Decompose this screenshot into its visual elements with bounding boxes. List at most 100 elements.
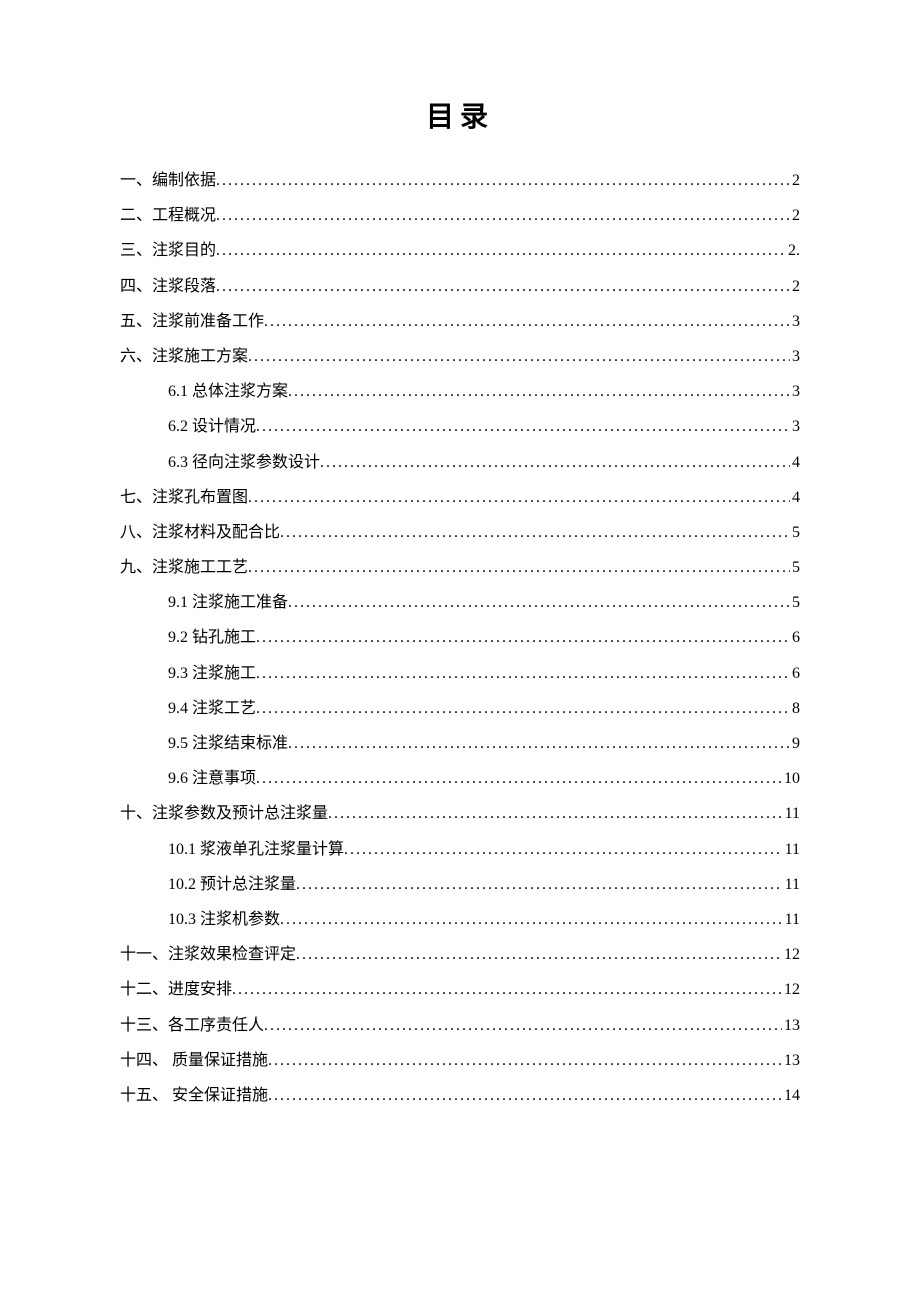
toc-entry-page: 5 [790, 550, 800, 585]
toc-entry-label: 9.4 注浆工艺 [168, 691, 256, 726]
toc-entry-page: 13 [782, 1008, 800, 1043]
toc-entry-dots [264, 1008, 782, 1043]
toc-entry-label: 9.2 钻孔施工 [168, 620, 256, 655]
toc-entry-page: 2 [790, 269, 800, 304]
toc-entry-page: 12 [782, 972, 800, 1007]
toc-entry: 10.3 注浆机参数11 [120, 902, 800, 937]
toc-entry-page: 13 [782, 1043, 800, 1078]
toc-entry-page: 5 [790, 515, 800, 550]
toc-entry-dots [296, 867, 783, 902]
toc-entry-dots [320, 445, 790, 480]
toc-entry: 二、工程概况 2 [120, 198, 800, 233]
toc-entry-page: 2 [790, 163, 800, 198]
toc-entry-dots [328, 796, 783, 831]
toc-entry-label: 9.1 注浆施工准备 [168, 585, 288, 620]
toc-entry-label: 七、注浆孔布置图 [120, 480, 248, 515]
toc-entry-label: 十、注浆参数及预计总注浆量 [120, 796, 328, 831]
toc-entry-label: 10.2 预计总注浆量 [168, 867, 296, 902]
toc-entry-label: 6.3 径向注浆参数设计 [168, 445, 320, 480]
toc-entry-label: 六、注浆施工方案 [120, 339, 248, 374]
toc-entry-dots [216, 269, 790, 304]
toc-entry-page: 8 [790, 691, 800, 726]
toc-entry: 十三、各工序责任人 13 [120, 1008, 800, 1043]
toc-entry: 9.2 钻孔施工 6 [120, 620, 800, 655]
toc-entry-dots [264, 304, 790, 339]
toc-entry-page: 12 [782, 937, 800, 972]
toc-entry-dots [216, 163, 790, 198]
toc-entry-dots [268, 1078, 782, 1113]
toc-entry: 八、注浆材料及配合比5 [120, 515, 800, 550]
toc-entry-dots [232, 972, 782, 1007]
toc-entry-page: 11 [783, 796, 800, 831]
toc-entry-page: 9 [790, 726, 800, 761]
toc-entry-label: 九、注浆施工工艺 [120, 550, 248, 585]
toc-entry-dots [256, 761, 782, 796]
toc-entry: 9.1 注浆施工准备 5 [120, 585, 800, 620]
toc-entry: 三、注浆目的 2. [120, 233, 800, 268]
toc-entry-dots [216, 233, 786, 268]
toc-entry-dots [248, 480, 790, 515]
toc-entry-label: 二、工程概况 [120, 198, 216, 233]
toc-entry-label: 6.1 总体注浆方案 [168, 374, 288, 409]
toc-entry: 9.3 注浆施工6 [120, 656, 800, 691]
toc-entry-page: 11 [783, 867, 800, 902]
toc-entry: 十、注浆参数及预计总注浆量 11 [120, 796, 800, 831]
toc-entry-page: 14 [782, 1078, 800, 1113]
toc-entry-label: 十二、进度安排 [120, 972, 232, 1007]
toc-entry-dots [256, 656, 790, 691]
toc-entry-dots [344, 832, 783, 867]
toc-entry-label: 十四、 质量保证措施 [120, 1043, 268, 1078]
toc-entry-dots [216, 198, 790, 233]
toc-entry-dots [248, 550, 790, 585]
toc-entry-dots [280, 902, 783, 937]
toc-entry: 一、编制依据 2 [120, 163, 800, 198]
toc-entry-dots [256, 409, 790, 444]
toc-entry: 九、注浆施工工艺 5 [120, 550, 800, 585]
toc-entry-label: 9.5 注浆结束标准 [168, 726, 288, 761]
toc-entry: 6.1 总体注浆方案 3 [120, 374, 800, 409]
toc-entry-page: 5 [790, 585, 800, 620]
toc-entry-dots [296, 937, 782, 972]
toc-entry: 十四、 质量保证措施 13 [120, 1043, 800, 1078]
toc-entry: 五、注浆前准备工作3 [120, 304, 800, 339]
toc-entry-page: 11 [783, 902, 800, 937]
toc-entry-dots [268, 1043, 782, 1078]
toc-container: 一、编制依据2二、工程概况2三、注浆目的2.四、注浆段落2五、注浆前准备工作3六… [120, 163, 800, 1113]
toc-entry-page: 2. [786, 233, 800, 268]
toc-entry: 9.4 注浆工艺 8 [120, 691, 800, 726]
toc-entry-dots [256, 691, 790, 726]
toc-entry-page: 3 [790, 339, 800, 374]
toc-entry: 9.6 注意事项 10 [120, 761, 800, 796]
toc-entry-dots [280, 515, 790, 550]
toc-entry: 6.2 设计情况3 [120, 409, 800, 444]
toc-entry-page: 3 [790, 409, 800, 444]
toc-entry-label: 9.6 注意事项 [168, 761, 256, 796]
toc-entry-page: 2 [790, 198, 800, 233]
toc-entry-label: 10.1 浆液单孔注浆量计算 [168, 832, 344, 867]
toc-entry-page: 6 [790, 620, 800, 655]
toc-entry-page: 4 [790, 445, 800, 480]
toc-entry: 十五、 安全保证措施 14 [120, 1078, 800, 1113]
toc-entry-label: 9.3 注浆施工 [168, 656, 256, 691]
toc-entry: 6.3 径向注浆参数设计 4 [120, 445, 800, 480]
toc-entry: 十二、进度安排 12 [120, 972, 800, 1007]
toc-entry-page: 4 [790, 480, 800, 515]
toc-entry-label: 一、编制依据 [120, 163, 216, 198]
toc-entry-dots [288, 374, 790, 409]
toc-entry: 四、注浆段落 2 [120, 269, 800, 304]
toc-entry-dots [288, 585, 790, 620]
toc-entry-dots [256, 620, 790, 655]
toc-entry-label: 三、注浆目的 [120, 233, 216, 268]
toc-entry: 十一、注浆效果检查评定12 [120, 937, 800, 972]
toc-entry-page: 3 [790, 374, 800, 409]
toc-entry: 七、注浆孔布置图 4 [120, 480, 800, 515]
toc-entry-label: 十五、 安全保证措施 [120, 1078, 268, 1113]
toc-entry-label: 十三、各工序责任人 [120, 1008, 264, 1043]
toc-entry-label: 四、注浆段落 [120, 269, 216, 304]
toc-entry: 六、注浆施工方案 3 [120, 339, 800, 374]
toc-entry-page: 10 [782, 761, 800, 796]
toc-entry-page: 3 [790, 304, 800, 339]
toc-entry-page: 11 [783, 832, 800, 867]
toc-entry-dots [288, 726, 790, 761]
toc-entry: 10.2 预计总注浆量 11 [120, 867, 800, 902]
